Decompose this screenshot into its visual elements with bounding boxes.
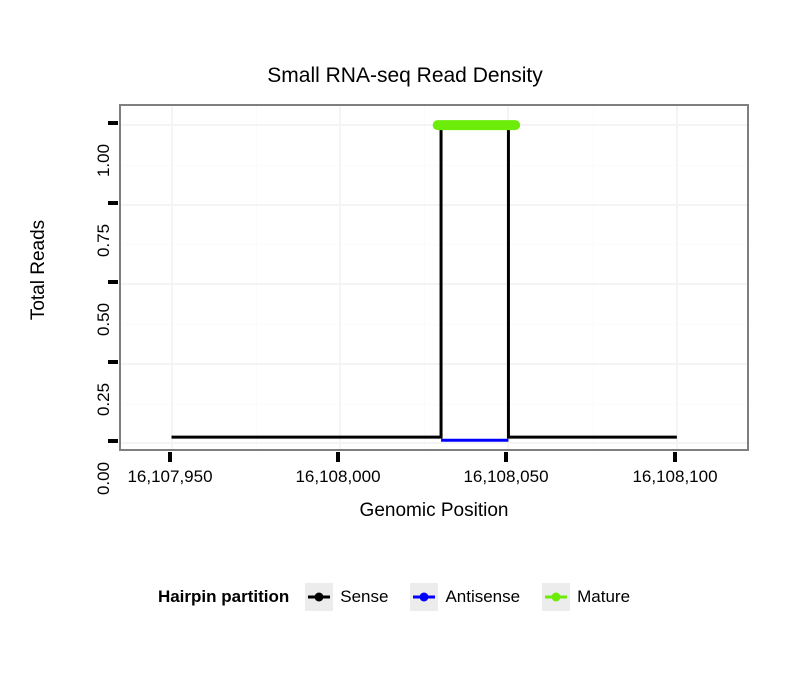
plot-panel (119, 104, 749, 451)
legend-label-sense: Sense (340, 587, 389, 606)
gridline-major-horizontal (121, 363, 747, 365)
x-tick-label: 16,108,000 (295, 467, 381, 486)
gridline-major-horizontal (121, 283, 747, 285)
y-axis-title: Total Reads (28, 219, 49, 321)
gridline-minor-horizontal (121, 165, 747, 166)
x-tick-mark (168, 452, 172, 462)
gridline-major-horizontal (121, 204, 747, 206)
gridline-minor-horizontal (121, 244, 747, 245)
gridline-minor-horizontal (121, 324, 747, 325)
legend-label-mature: Mature (577, 587, 631, 606)
data-series-layer (171, 120, 677, 442)
legend-label-antisense: Antisense (445, 587, 521, 606)
gridline-minor-vertical (424, 106, 425, 449)
legend-key-mature-icon (542, 583, 571, 611)
y-tick-mark (108, 360, 118, 364)
gridline-major-vertical (676, 106, 678, 449)
x-tick-label: 16,107,950 (127, 467, 213, 486)
x-axis-title: Genomic Position (359, 500, 509, 521)
y-tick-mark (108, 280, 118, 284)
gridline-minor-horizontal (121, 404, 747, 405)
series-line-sense (171, 123, 677, 439)
gridline-major-vertical (339, 106, 341, 449)
chart-legend: Hairpin partition Sense Antisense Mature (0, 583, 810, 611)
legend-key-sense-icon (305, 583, 334, 611)
gridline-minor-vertical (256, 106, 257, 449)
gridline-major-vertical (171, 106, 173, 449)
plot-area (121, 106, 747, 449)
legend-entry-mature[interactable]: Mature (542, 583, 644, 611)
chart-title: Small RNA-seq Read Density (267, 64, 543, 87)
x-tick-mark (336, 452, 340, 462)
gridline-major-horizontal (121, 442, 747, 444)
x-tick-mark (673, 452, 677, 462)
y-tick-mark (108, 121, 118, 125)
y-tick-label: 0.75 (94, 223, 113, 258)
x-tick-label: 16,108,100 (632, 467, 718, 486)
y-tick-mark (108, 439, 118, 443)
x-tick-label: 16,108,050 (463, 467, 549, 486)
gridline-minor-vertical (593, 106, 594, 449)
legend-title: Hairpin partition (157, 587, 290, 606)
legend-key-antisense-icon (410, 583, 439, 611)
x-tick-mark (504, 452, 508, 462)
y-tick-label: 0.25 (94, 382, 113, 417)
y-tick-label: 1.00 (94, 143, 113, 178)
legend-entry-antisense[interactable]: Antisense (410, 583, 534, 611)
y-tick-label: 0.50 (94, 302, 113, 337)
legend-entry-sense[interactable]: Sense (305, 583, 402, 611)
y-tick-mark (108, 201, 118, 205)
